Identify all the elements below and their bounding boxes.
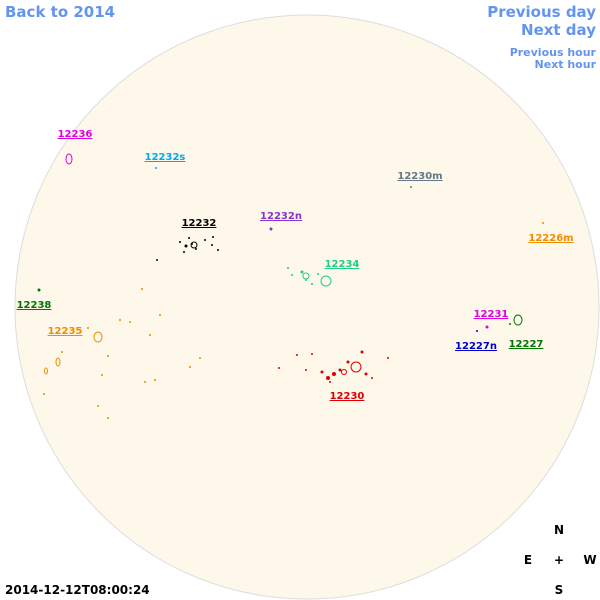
region-link[interactable]: 12236 xyxy=(58,129,93,140)
sunspot-group xyxy=(278,350,389,383)
region-link[interactable]: 12227n xyxy=(455,341,497,352)
sunspot xyxy=(542,222,544,224)
sunspot-group xyxy=(287,267,319,285)
timestamp: 2014-12-12T08:00:24 xyxy=(5,583,150,597)
sunspot xyxy=(269,227,273,231)
region-link[interactable]: 12226m xyxy=(528,233,573,244)
previous-hour-link[interactable]: Previous hour xyxy=(510,46,597,59)
spots xyxy=(37,153,544,419)
next-hour-link[interactable]: Next hour xyxy=(535,58,597,71)
region-link[interactable]: 12234 xyxy=(325,259,360,270)
region-link[interactable]: 12227 xyxy=(509,339,544,350)
sunspot xyxy=(65,153,73,165)
compass-north: N xyxy=(554,523,564,537)
sunspot-group xyxy=(156,236,219,261)
region-link[interactable]: 12230m xyxy=(397,171,442,182)
sunspot xyxy=(476,330,478,332)
region-link[interactable]: 12231 xyxy=(474,309,509,320)
region-link[interactable]: 12238 xyxy=(17,300,52,311)
sunspot-group xyxy=(43,288,201,419)
sunspot xyxy=(410,186,412,188)
region-link[interactable]: 12232 xyxy=(182,218,217,229)
next-day-link[interactable]: Next day xyxy=(521,21,596,39)
sunspot xyxy=(155,167,157,169)
region-link[interactable]: 12232n xyxy=(260,211,302,222)
compass-east: E xyxy=(524,553,532,567)
sunspot xyxy=(485,325,489,329)
compass-west: W xyxy=(583,553,596,567)
region-link[interactable]: 12232s xyxy=(145,152,186,163)
compass-center: + xyxy=(554,553,564,567)
solar-disk xyxy=(14,14,600,600)
region-link[interactable]: 12235 xyxy=(48,326,83,337)
previous-day-link[interactable]: Previous day xyxy=(487,3,596,21)
compass-south: S xyxy=(555,583,564,597)
region-link[interactable]: 12230 xyxy=(330,391,365,402)
sunspot xyxy=(37,288,41,292)
back-link[interactable]: Back to 2014 xyxy=(5,3,115,21)
